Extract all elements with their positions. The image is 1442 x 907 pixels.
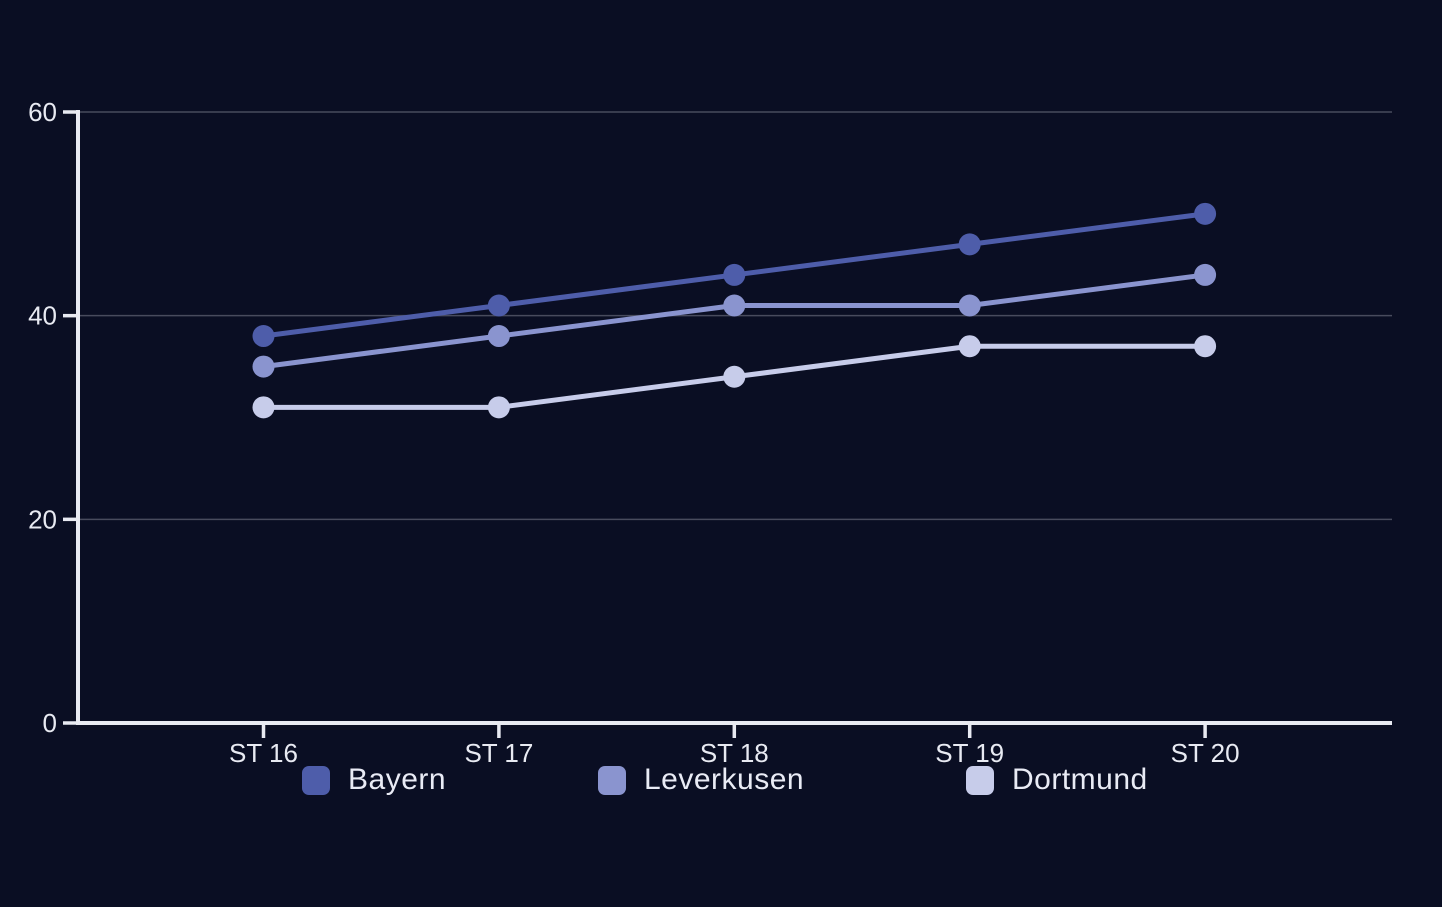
x-tick-label: ST 20 [1171,738,1240,768]
x-tick-label: ST 18 [700,738,769,768]
data-point [487,325,510,348]
series-bayern [252,202,1217,348]
x-tick-label: ST 16 [229,738,298,768]
data-point [487,294,510,317]
series-leverkusen [252,263,1217,378]
data-point [958,335,981,358]
legend-item-dortmund[interactable]: Dortmund [966,761,1148,799]
data-point [1194,202,1217,225]
series-dortmund [252,335,1217,419]
legend-label-bayern: Bayern [348,763,447,796]
y-tick-label: 0 [43,708,57,738]
data-point [958,294,981,317]
data-point [723,365,746,388]
series-line [261,272,1208,370]
y-tick-label: 60 [28,97,57,127]
legend-swatch-dortmund [966,765,994,795]
data-point [252,325,275,348]
data-point [723,263,746,286]
axes: 0 20 40 60 ST 16 ST 17 ST 18 ST 19 ST 20 [28,97,1392,768]
data-point [252,355,275,378]
legend-swatch-bayern [302,765,330,795]
data-point [1194,263,1217,286]
data-point [487,396,510,419]
y-tick-label: 20 [28,504,57,534]
legend-label-dortmund: Dortmund [1012,763,1148,796]
x-tick-label: ST 19 [935,738,1004,768]
legend-label-leverkusen: Leverkusen [644,763,805,796]
x-tick-label: ST 17 [464,738,533,768]
legend-item-bayern[interactable]: Bayern [302,761,446,799]
data-point [958,233,981,256]
legend-swatch-leverkusen [598,765,626,795]
legend-item-leverkusen[interactable]: Leverkusen [598,761,804,799]
data-point [723,294,746,317]
data-point [1194,335,1217,358]
data-point [252,396,275,419]
y-tick-label: 40 [28,301,57,331]
